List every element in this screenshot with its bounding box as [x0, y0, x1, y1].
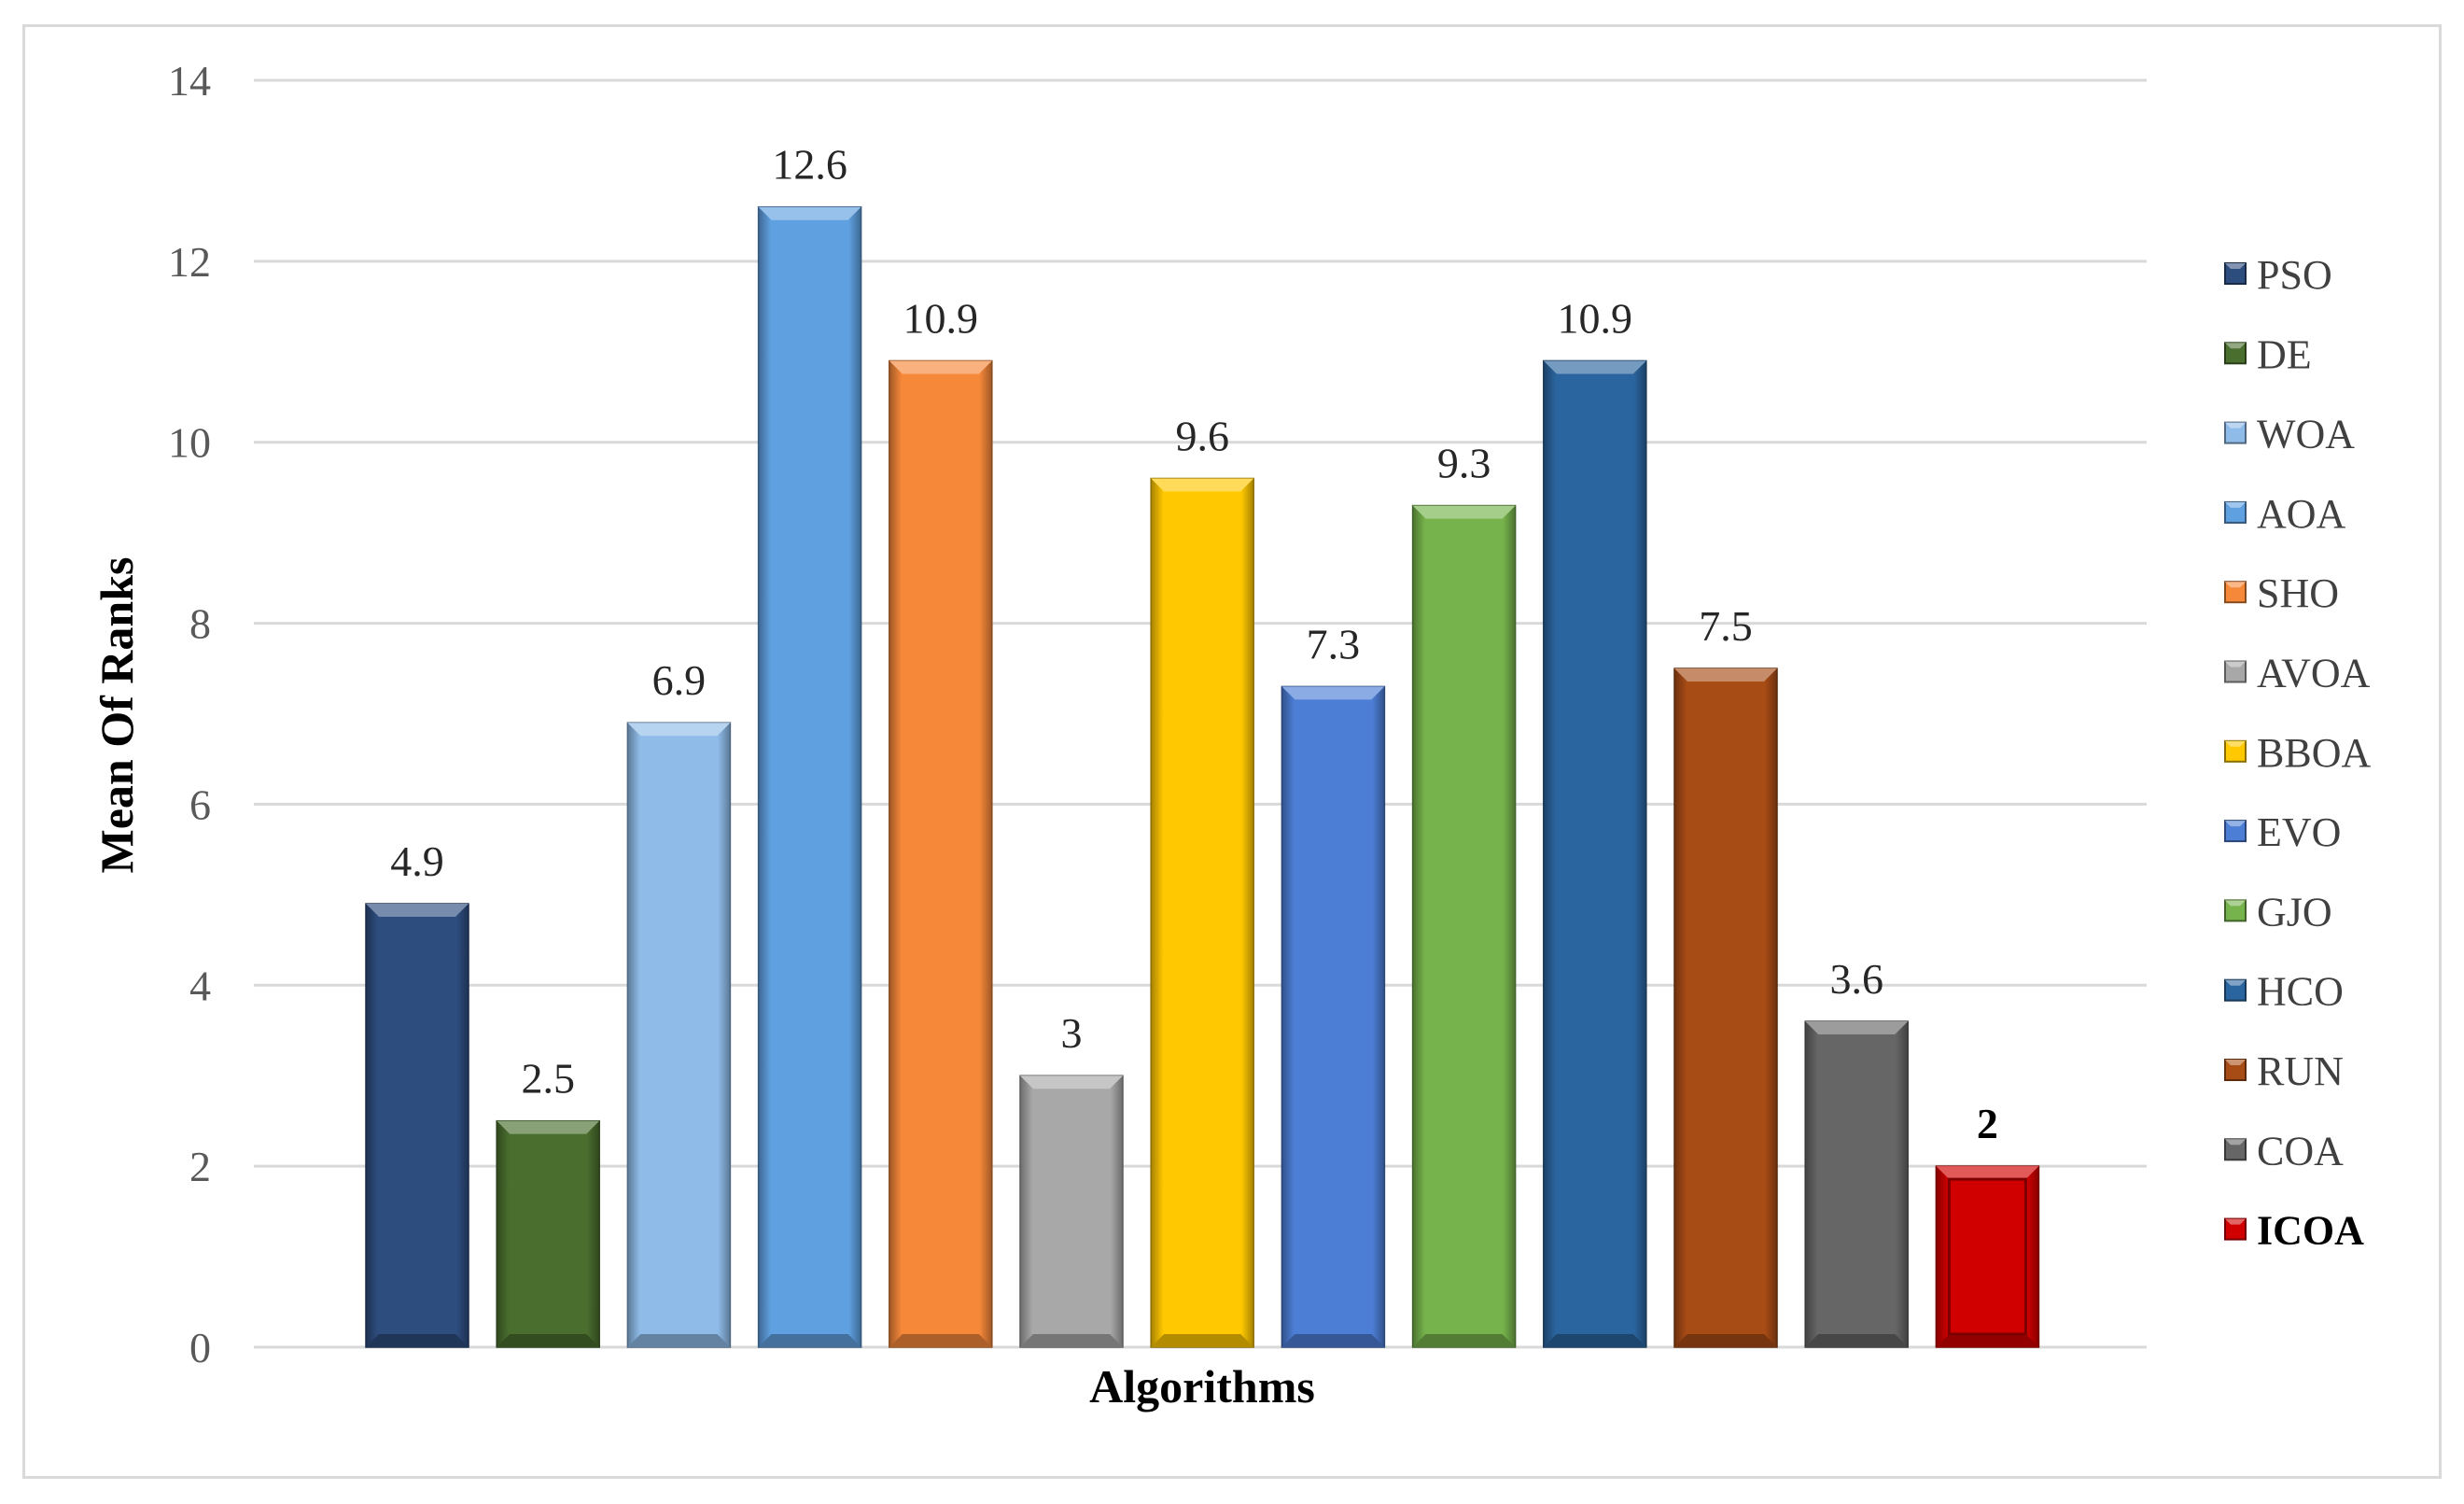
bar-run — [1673, 668, 1778, 1348]
legend: PSO DE WOA AOA SHO AVOA BBOA EVO GJO HCO RUN COA ICO… — [2224, 252, 2371, 1254]
bars — [365, 205, 2040, 1348]
data-label: 4.9 — [390, 837, 444, 885]
bar-bboa — [1150, 477, 1254, 1348]
legend-item-avoa: AVOA — [2224, 651, 2371, 696]
y-axis-title: Mean Of Ranks — [91, 557, 143, 874]
y-tick-label: 4 — [189, 962, 211, 1009]
data-label: 10.9 — [903, 294, 979, 342]
legend-label: RUN — [2257, 1048, 2344, 1094]
y-tick-label: 8 — [189, 600, 211, 648]
data-labels: 4.9 2.5 6.9 12.6 10.9 3 9.6 7.3 9.3 10.9 7.5 3.6 2 — [390, 141, 1998, 1147]
data-label: 7.5 — [1699, 602, 1753, 650]
legend-item-evo: EVO — [2224, 809, 2341, 855]
legend-item-woa: WOA — [2224, 412, 2355, 457]
legend-item-de: DE — [2224, 331, 2312, 377]
legend-label: AVOA — [2257, 651, 2371, 696]
bar-icoa — [1935, 1165, 2040, 1348]
bar-aoa — [757, 205, 862, 1348]
legend-item-hco: HCO — [2224, 969, 2344, 1015]
data-label: 3 — [1061, 1009, 1083, 1057]
bar-hco — [1543, 359, 1647, 1348]
bar-woa — [626, 722, 732, 1348]
legend-item-pso: PSO — [2224, 252, 2332, 298]
y-tick-label: 14 — [168, 57, 211, 105]
data-label: 2.5 — [521, 1055, 575, 1103]
y-axis-ticks: 0 2 4 6 8 10 12 14 — [168, 57, 211, 1371]
y-tick-label: 0 — [189, 1324, 211, 1371]
legend-label: ICOA — [2257, 1208, 2364, 1254]
legend-item-bboa: BBOA — [2224, 730, 2371, 776]
bar-gjo — [1411, 504, 1517, 1348]
data-label: 3.6 — [1829, 955, 1883, 1003]
legend-label: EVO — [2257, 809, 2341, 855]
bar-de — [496, 1119, 600, 1348]
x-axis-title: Algorithms — [1089, 1360, 1315, 1413]
y-tick-label: 6 — [189, 780, 211, 828]
legend-item-icoa: ICOA — [2224, 1208, 2364, 1254]
bar-sho — [889, 359, 993, 1348]
bar-coa — [1804, 1020, 1909, 1348]
bar-evo — [1281, 685, 1386, 1348]
data-label: 6.9 — [652, 656, 707, 704]
legend-label: SHO — [2257, 570, 2339, 616]
data-label: 2 — [1977, 1100, 1998, 1147]
legend-item-sho: SHO — [2224, 570, 2339, 616]
bar-pso — [365, 903, 469, 1348]
legend-label: HCO — [2257, 969, 2344, 1015]
data-label: 9.6 — [1175, 412, 1229, 459]
legend-label: GJO — [2257, 889, 2332, 935]
y-tick-label: 10 — [168, 419, 211, 467]
data-label: 9.3 — [1437, 440, 1491, 487]
legend-label: BBOA — [2257, 730, 2371, 776]
legend-label: AOA — [2257, 491, 2346, 537]
y-tick-label: 2 — [189, 1143, 211, 1190]
y-tick-label: 12 — [168, 238, 211, 286]
data-label: 12.6 — [772, 141, 847, 189]
data-label: 10.9 — [1558, 294, 1633, 342]
legend-item-run: RUN — [2224, 1048, 2344, 1094]
data-label: 7.3 — [1307, 620, 1361, 668]
legend-label: COA — [2257, 1128, 2344, 1174]
bar-avoa — [1019, 1075, 1124, 1348]
legend-item-gjo: GJO — [2224, 889, 2332, 935]
legend-label: WOA — [2257, 412, 2355, 457]
legend-label: PSO — [2257, 252, 2332, 298]
legend-item-aoa: AOA — [2224, 491, 2346, 537]
legend-label: DE — [2257, 331, 2312, 377]
legend-item-coa: COA — [2224, 1128, 2344, 1174]
